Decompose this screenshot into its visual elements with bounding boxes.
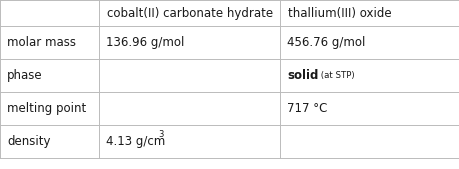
Text: 136.96 g/mol: 136.96 g/mol bbox=[106, 36, 184, 49]
Text: 3: 3 bbox=[158, 130, 164, 139]
Text: melting point: melting point bbox=[7, 102, 86, 115]
Text: 717 °C: 717 °C bbox=[287, 102, 327, 115]
Text: density: density bbox=[7, 135, 50, 148]
Text: solid: solid bbox=[287, 69, 318, 82]
Text: 456.76 g/mol: 456.76 g/mol bbox=[287, 36, 365, 49]
Text: molar mass: molar mass bbox=[7, 36, 76, 49]
Text: thallium(III) oxide: thallium(III) oxide bbox=[288, 7, 392, 20]
Text: 4.13 g/cm: 4.13 g/cm bbox=[106, 135, 165, 148]
Text: phase: phase bbox=[7, 69, 43, 82]
Text: cobalt(II) carbonate hydrate: cobalt(II) carbonate hydrate bbox=[107, 7, 273, 20]
Text: (at STP): (at STP) bbox=[318, 71, 355, 80]
